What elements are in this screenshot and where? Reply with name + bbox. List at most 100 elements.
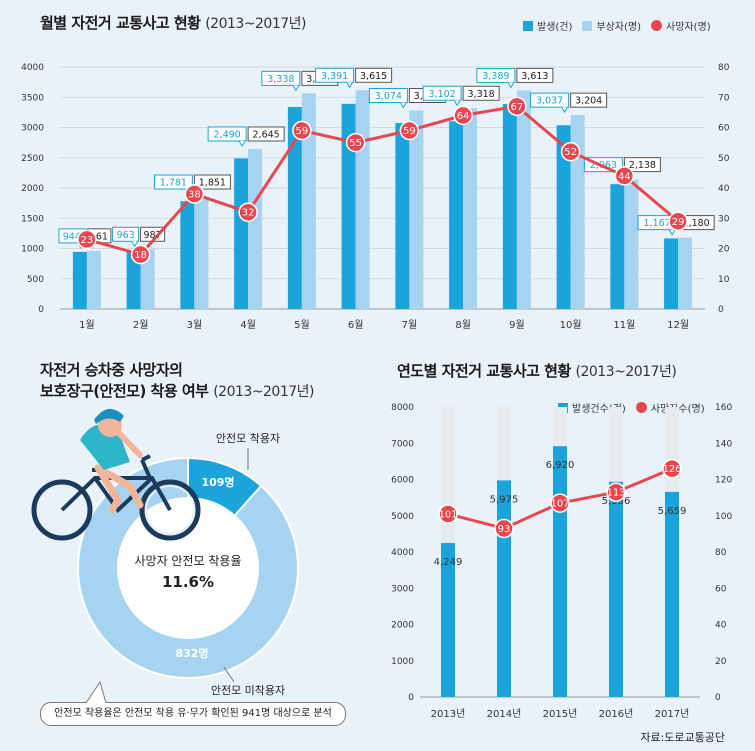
monthly-xtick: 4월 — [240, 319, 256, 331]
monthly-accident-label-pointer — [668, 229, 676, 236]
yearly-accident-label: 6,920 — [546, 460, 575, 471]
helmet-note-callout: 안전모 착용율은 안전모 착용 유·무가 확인된 941명 대상으로 분석 — [40, 702, 346, 726]
monthly-injured-label-box — [570, 92, 608, 108]
monthly-injured-label: 1,851 — [199, 178, 226, 189]
monthly-ytick-right: 10 — [718, 275, 730, 285]
yearly-death-label: 107 — [550, 499, 569, 510]
legend-injured-swatch — [582, 20, 593, 31]
monthly-bar-accident — [234, 158, 249, 309]
monthly-injured-label: 3,204 — [575, 96, 602, 107]
yearly-death-point — [662, 458, 682, 479]
yearly-death-label: 101 — [438, 509, 457, 520]
monthly-accident-label: 963 — [117, 230, 135, 241]
yearly-chart-title: 연도별 자전거 교통사고 현황 (2013~2017년) — [397, 360, 677, 381]
donut-wearer-value: 109명 — [201, 475, 234, 489]
monthly-death-label: 29 — [672, 217, 685, 228]
monthly-legend: 발생(건) 부상자(명) 사망자(명) — [523, 18, 711, 33]
legend-yearly-death-dot — [635, 402, 647, 413]
helmet-title-line2: 보호장구(안전모) 착용 여부 — [40, 382, 209, 400]
yearly-bar-accident — [497, 480, 511, 697]
yearly-death-point — [494, 518, 514, 539]
monthly-accident-label: 3,037 — [536, 96, 563, 107]
monthly-accident-label: 3,338 — [267, 74, 294, 85]
monthly-bar-accident — [341, 103, 356, 309]
monthly-ytick-right: 40 — [718, 184, 730, 194]
monthly-accident-label-pointer — [507, 82, 515, 89]
monthly-death-label: 59 — [296, 126, 309, 137]
monthly-injured-label: 2,645 — [253, 129, 280, 140]
yearly-xtick: 2013년 — [431, 708, 466, 720]
monthly-bar-accident — [395, 123, 410, 309]
monthly-bar-accident — [287, 107, 302, 310]
monthly-death-label: 55 — [349, 138, 362, 149]
monthly-death-label: 38 — [188, 190, 201, 201]
monthly-ytick-right: 80 — [718, 63, 730, 73]
helmet-note-text: 안전모 착용율은 안전모 착용 유·무가 확인된 941명 대상으로 분석 — [54, 708, 332, 719]
yearly-ytick-left: 7000 — [391, 439, 414, 449]
yearly-death-point — [550, 493, 570, 513]
monthly-death-point — [560, 141, 581, 162]
monthly-injured-label-box — [355, 67, 393, 83]
monthly-ytick-right: 60 — [718, 124, 730, 134]
monthly-accident-label-pointer — [561, 106, 569, 114]
yearly-ytick-right: 140 — [715, 439, 732, 449]
helmet-subtitle: (2013~2017년) — [213, 384, 314, 400]
monthly-accident-label: 1,167 — [644, 218, 671, 229]
monthly-death-label: 52 — [564, 147, 577, 158]
monthly-death-label: 18 — [134, 250, 147, 261]
monthly-accident-label-box — [530, 92, 570, 108]
monthly-chart-title: 월별 자전거 교통사고 현황 (2013~2017년) — [40, 12, 306, 33]
monthly-ytick-right: 50 — [718, 154, 730, 164]
yearly-xtick: 2017년 — [655, 708, 690, 720]
yearly-ytick-right: 160 — [715, 403, 732, 413]
monthly-accident-label-pointer — [292, 85, 300, 92]
cyclist-illustration — [31, 408, 201, 541]
monthly-xtick: 6월 — [348, 319, 364, 331]
monthly-ytick-left: 500 — [27, 275, 44, 285]
monthly-xtick: 2월 — [133, 319, 149, 331]
monthly-injured-label-box — [623, 157, 661, 173]
monthly-bar-accident — [610, 184, 625, 309]
monthly-accident-label: 3,102 — [429, 89, 456, 100]
monthly-bar-accident — [449, 121, 464, 309]
donut-center — [119, 499, 257, 637]
monthly-death-label: 23 — [81, 235, 94, 246]
monthly-death-label: 67 — [511, 102, 524, 113]
monthly-xtick: 11월 — [613, 319, 635, 331]
monthly-injured-label-box — [193, 174, 231, 190]
source-label: 자료:도로교통공단 — [640, 731, 725, 744]
donut-wearer-label: 안전모 착용자 — [216, 432, 280, 445]
yearly-ytick-left: 1000 — [391, 657, 414, 667]
monthly-bar-injured — [194, 197, 209, 309]
yearly-death-point — [606, 482, 626, 502]
monthly-bar-accident — [72, 251, 87, 309]
monthly-death-point — [238, 202, 258, 222]
monthly-title-text: 월별 자전거 교통사고 현황 — [40, 14, 201, 32]
monthly-bar-injured — [355, 90, 370, 309]
monthly-bar-injured — [248, 148, 263, 309]
monthly-xtick: 3월 — [187, 319, 203, 331]
monthly-ytick-right: 0 — [718, 305, 724, 315]
monthly-bar-injured — [516, 90, 531, 309]
monthly-accident-label: 3,389 — [482, 71, 509, 82]
yearly-ytick-left: 4000 — [391, 548, 414, 558]
monthly-death-point — [77, 229, 97, 250]
monthly-bar-injured — [570, 115, 585, 310]
monthly-injured-label: 987 — [144, 230, 162, 241]
yearly-xtick: 2014년 — [487, 708, 522, 720]
legend-accident-label: 발생(건) — [537, 22, 573, 33]
monthly-injured-label: 1,180 — [683, 218, 710, 229]
yearly-title-text: 연도별 자전거 교통사고 현황 — [397, 362, 571, 380]
donut-nonwearer-label: 안전모 미착용자 — [211, 684, 285, 697]
monthly-injured-label-box — [516, 67, 554, 83]
monthly-bar-injured — [301, 93, 316, 310]
monthly-death-point — [399, 120, 420, 141]
monthly-death-label: 44 — [618, 171, 631, 182]
monthly-subtitle: (2013~2017년) — [205, 16, 306, 32]
monthly-xtick: 1월 — [79, 319, 95, 331]
monthly-accident-label-box — [368, 87, 408, 103]
monthly-accident-label-box — [315, 67, 355, 83]
yearly-ytick-left: 8000 — [391, 403, 414, 413]
monthly-death-point — [345, 132, 366, 153]
